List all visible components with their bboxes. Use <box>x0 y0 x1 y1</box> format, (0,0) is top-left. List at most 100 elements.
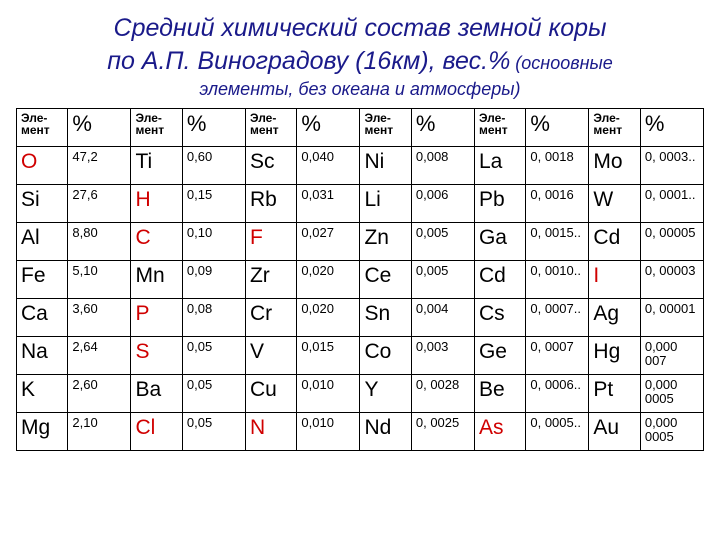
percent-cell: 0,005 <box>411 223 474 261</box>
percent-cell: 0,015 <box>297 337 360 375</box>
title-line1: Средний химический состав земной коры <box>114 14 607 42</box>
element-cell: Fe <box>17 261 68 299</box>
element-cell: Nd <box>360 413 411 451</box>
percent-cell: 0, 0003.. <box>640 147 703 185</box>
percent-cell: 0, 0018 <box>526 147 589 185</box>
percent-cell: 2,10 <box>68 413 131 451</box>
percent-cell: 0,000 0005 <box>640 375 703 413</box>
percent-cell: 0, 0007.. <box>526 299 589 337</box>
table-row: Al8,80C0,10F0,027Zn0,005Ga0, 0015..Cd0, … <box>17 223 704 261</box>
percent-cell: 5,10 <box>68 261 131 299</box>
table-row: Si27,6H0,15Rb0,031Li0,006Pb0, 0016W0, 00… <box>17 185 704 223</box>
element-cell: S <box>131 337 182 375</box>
element-cell: F <box>245 223 296 261</box>
composition-table: Эле-мент%Эле-мент%Эле-мент%Эле-мент%Эле-… <box>16 108 704 451</box>
element-cell: Cl <box>131 413 182 451</box>
percent-cell: 0,09 <box>182 261 245 299</box>
element-cell: Ge <box>474 337 525 375</box>
percent-cell: 0,010 <box>297 375 360 413</box>
percent-cell: 0,05 <box>182 375 245 413</box>
subtitle: элементы, без океана и атмосферы) <box>16 79 704 100</box>
percent-cell: 0,031 <box>297 185 360 223</box>
element-cell: Na <box>17 337 68 375</box>
percent-cell: 47,2 <box>68 147 131 185</box>
title-small: (осноовные <box>510 53 613 73</box>
percent-cell: 0, 00001 <box>640 299 703 337</box>
percent-cell: 0, 0016 <box>526 185 589 223</box>
percent-cell: 0,005 <box>411 261 474 299</box>
element-cell: Rb <box>245 185 296 223</box>
element-cell: Li <box>360 185 411 223</box>
element-cell: Cu <box>245 375 296 413</box>
element-cell: Ga <box>474 223 525 261</box>
element-cell: Ti <box>131 147 182 185</box>
percent-cell: 0,000 007 <box>640 337 703 375</box>
element-cell: N <box>245 413 296 451</box>
element-cell: Si <box>17 185 68 223</box>
element-cell: Cd <box>589 223 640 261</box>
element-cell: Al <box>17 223 68 261</box>
element-cell: As <box>474 413 525 451</box>
col-header-percent: % <box>297 109 360 147</box>
element-cell: Ni <box>360 147 411 185</box>
table-header-row: Эле-мент%Эле-мент%Эле-мент%Эле-мент%Эле-… <box>17 109 704 147</box>
title-line2: по А.П. Виноградову (16км), вес.% <box>107 47 510 75</box>
element-cell: Ce <box>360 261 411 299</box>
page-title: Средний химический состав земной коры по… <box>16 12 704 77</box>
col-header-percent: % <box>182 109 245 147</box>
percent-cell: 0,10 <box>182 223 245 261</box>
percent-cell: 0, 0025 <box>411 413 474 451</box>
percent-cell: 0, 0010.. <box>526 261 589 299</box>
element-cell: C <box>131 223 182 261</box>
table-row: Na2,64S0,05V0,015Co0,003Ge0, 0007Hg0,000… <box>17 337 704 375</box>
percent-cell: 0, 0006.. <box>526 375 589 413</box>
element-cell: I <box>589 261 640 299</box>
col-header-element: Эле-мент <box>589 109 640 147</box>
percent-cell: 0,003 <box>411 337 474 375</box>
percent-cell: 2,64 <box>68 337 131 375</box>
percent-cell: 0,000 0005 <box>640 413 703 451</box>
element-cell: V <box>245 337 296 375</box>
element-cell: Mo <box>589 147 640 185</box>
percent-cell: 2,60 <box>68 375 131 413</box>
percent-cell: 0,08 <box>182 299 245 337</box>
col-header-percent: % <box>68 109 131 147</box>
percent-cell: 0,020 <box>297 261 360 299</box>
percent-cell: 0,020 <box>297 299 360 337</box>
element-cell: Sc <box>245 147 296 185</box>
table-body: O47,2Ti0,60Sc0,040Ni0,008La0, 0018Mo0, 0… <box>17 147 704 451</box>
percent-cell: 0,008 <box>411 147 474 185</box>
element-cell: Y <box>360 375 411 413</box>
table-row: Ca3,60P0,08Cr0,020Sn0,004Cs0, 0007..Ag0,… <box>17 299 704 337</box>
percent-cell: 3,60 <box>68 299 131 337</box>
percent-cell: 0,05 <box>182 413 245 451</box>
col-header-element: Эле-мент <box>131 109 182 147</box>
element-cell: La <box>474 147 525 185</box>
element-cell: Cs <box>474 299 525 337</box>
element-cell: Be <box>474 375 525 413</box>
table-row: Fe5,10Mn0,09Zr0,020Ce0,005Cd0, 0010..I0,… <box>17 261 704 299</box>
element-cell: Hg <box>589 337 640 375</box>
element-cell: H <box>131 185 182 223</box>
percent-cell: 0, 0005.. <box>526 413 589 451</box>
percent-cell: 0, 0015.. <box>526 223 589 261</box>
col-header-percent: % <box>411 109 474 147</box>
percent-cell: 0,15 <box>182 185 245 223</box>
element-cell: Zn <box>360 223 411 261</box>
percent-cell: 0,004 <box>411 299 474 337</box>
percent-cell: 0,040 <box>297 147 360 185</box>
element-cell: Cr <box>245 299 296 337</box>
col-header-percent: % <box>640 109 703 147</box>
percent-cell: 27,6 <box>68 185 131 223</box>
percent-cell: 0,60 <box>182 147 245 185</box>
table-row: K2,60Ba0,05Cu0,010Y0, 0028Be0, 0006..Pt0… <box>17 375 704 413</box>
col-header-element: Эле-мент <box>474 109 525 147</box>
percent-cell: 0,05 <box>182 337 245 375</box>
percent-cell: 0, 00005 <box>640 223 703 261</box>
element-cell: Mg <box>17 413 68 451</box>
percent-cell: 0, 0028 <box>411 375 474 413</box>
percent-cell: 0,006 <box>411 185 474 223</box>
percent-cell: 0,010 <box>297 413 360 451</box>
element-cell: Ca <box>17 299 68 337</box>
element-cell: Au <box>589 413 640 451</box>
